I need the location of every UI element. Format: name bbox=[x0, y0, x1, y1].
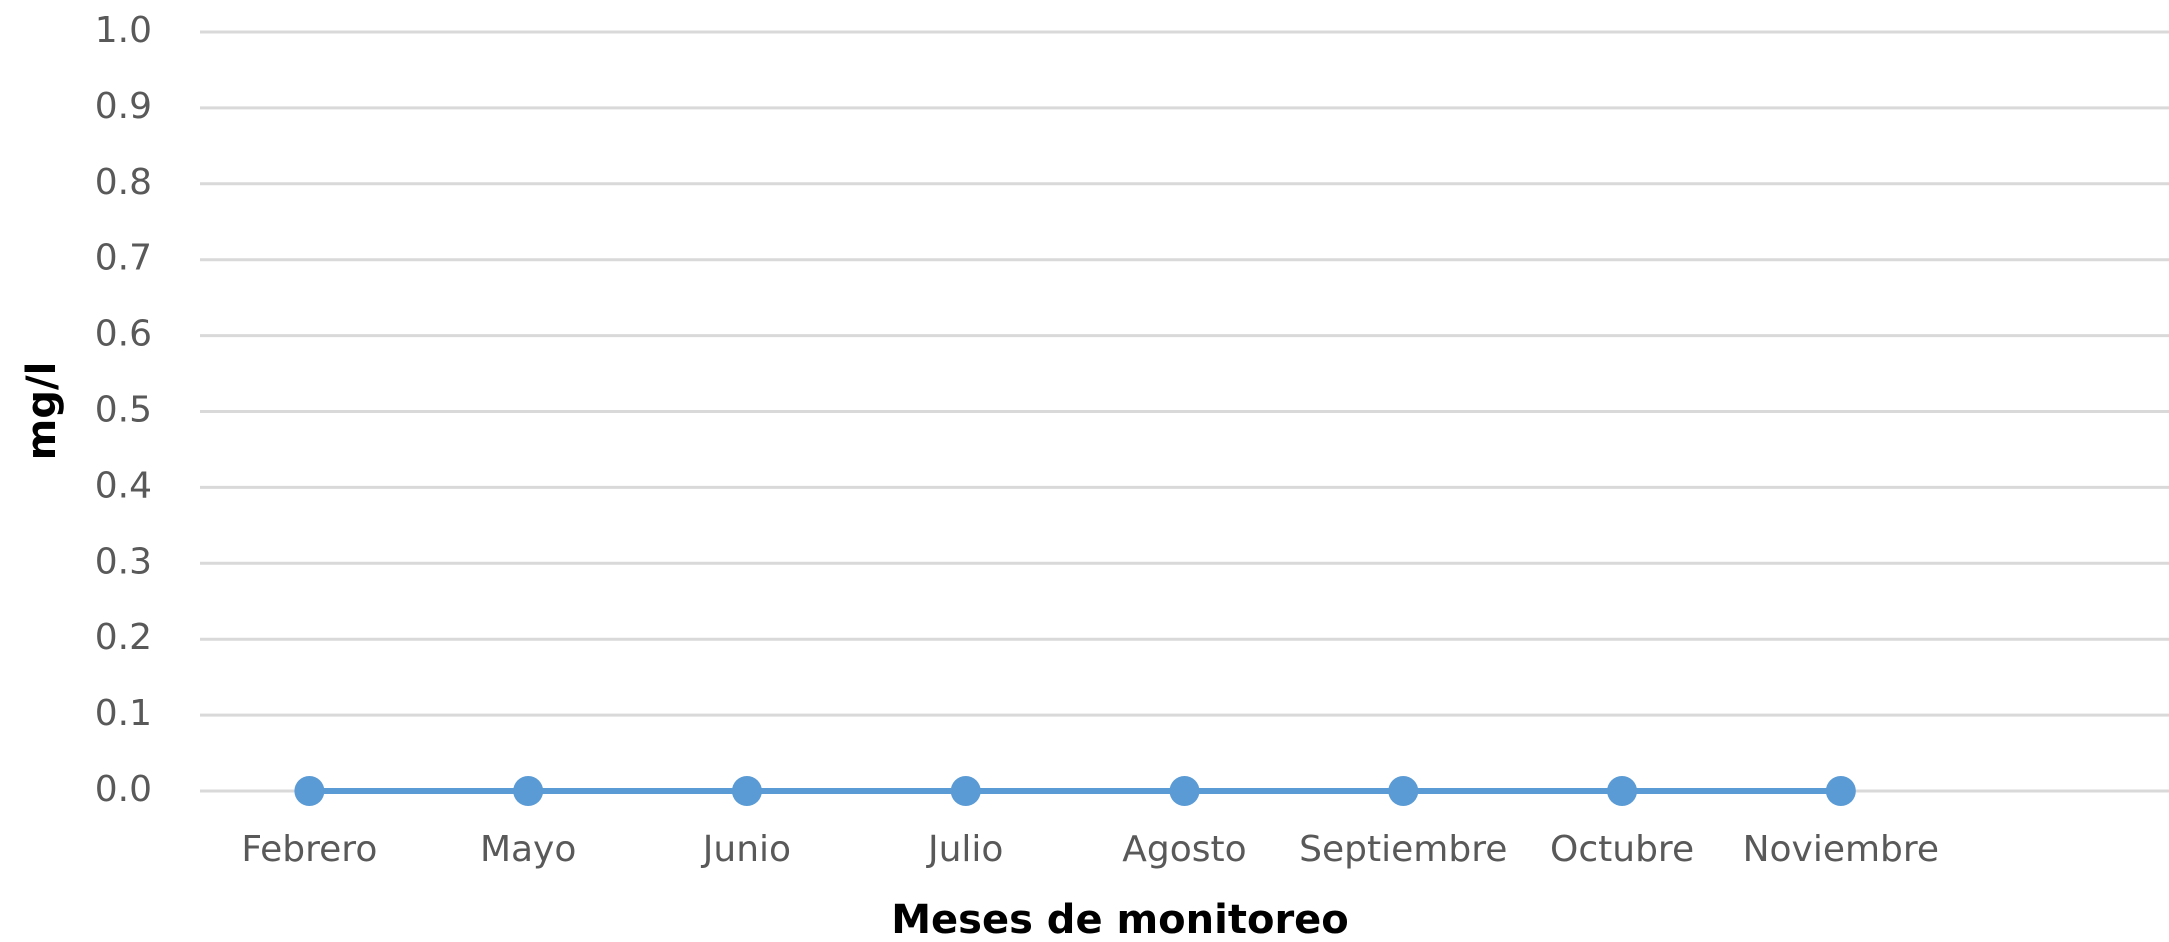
grid: 0.0 0.1 0.2 0.3 0.4 0.5 0.6 0.7 0.8 0.9 1.0 Febrero… bbox=[95, 10, 2169, 870]
y-tick-label: 0.9 bbox=[95, 86, 152, 127]
y-tick-label: 0.8 bbox=[95, 162, 152, 203]
data-point bbox=[731, 776, 762, 806]
y-tick-label: 0.7 bbox=[95, 238, 152, 279]
data-point bbox=[294, 776, 325, 806]
y-tick-label: 0.2 bbox=[95, 617, 152, 658]
x-tick-label: Octubre bbox=[1550, 829, 1694, 870]
data-point bbox=[1607, 776, 1638, 806]
plot-area bbox=[294, 776, 1856, 806]
x-tick-label: Mayo bbox=[480, 829, 576, 870]
x-tick-label: Febrero bbox=[241, 829, 377, 870]
x-tick-label: Julio bbox=[926, 829, 1003, 870]
y-tick-label: 0.1 bbox=[95, 693, 152, 734]
data-point bbox=[1169, 776, 1200, 806]
x-axis-title: Meses de monitoreo bbox=[891, 897, 1349, 942]
y-tick-label: 0.6 bbox=[95, 314, 152, 355]
data-point bbox=[1388, 776, 1419, 806]
y-tick-label: 1.0 bbox=[95, 10, 152, 51]
y-axis-title: mg/l bbox=[19, 362, 65, 461]
data-point bbox=[513, 776, 544, 806]
y-tick-label: 0.3 bbox=[95, 541, 152, 582]
x-tick-label: Septiembre bbox=[1299, 829, 1507, 870]
y-tick-label: 0.0 bbox=[95, 769, 152, 810]
y-tick-label: 0.4 bbox=[95, 465, 152, 506]
x-tick-label: Noviembre bbox=[1743, 829, 1940, 870]
x-tick-label: Agosto bbox=[1122, 829, 1246, 870]
x-tick-label: Junio bbox=[701, 829, 791, 870]
y-tick-label: 0.5 bbox=[95, 390, 152, 431]
data-point bbox=[950, 776, 981, 806]
data-point bbox=[1825, 776, 1856, 806]
